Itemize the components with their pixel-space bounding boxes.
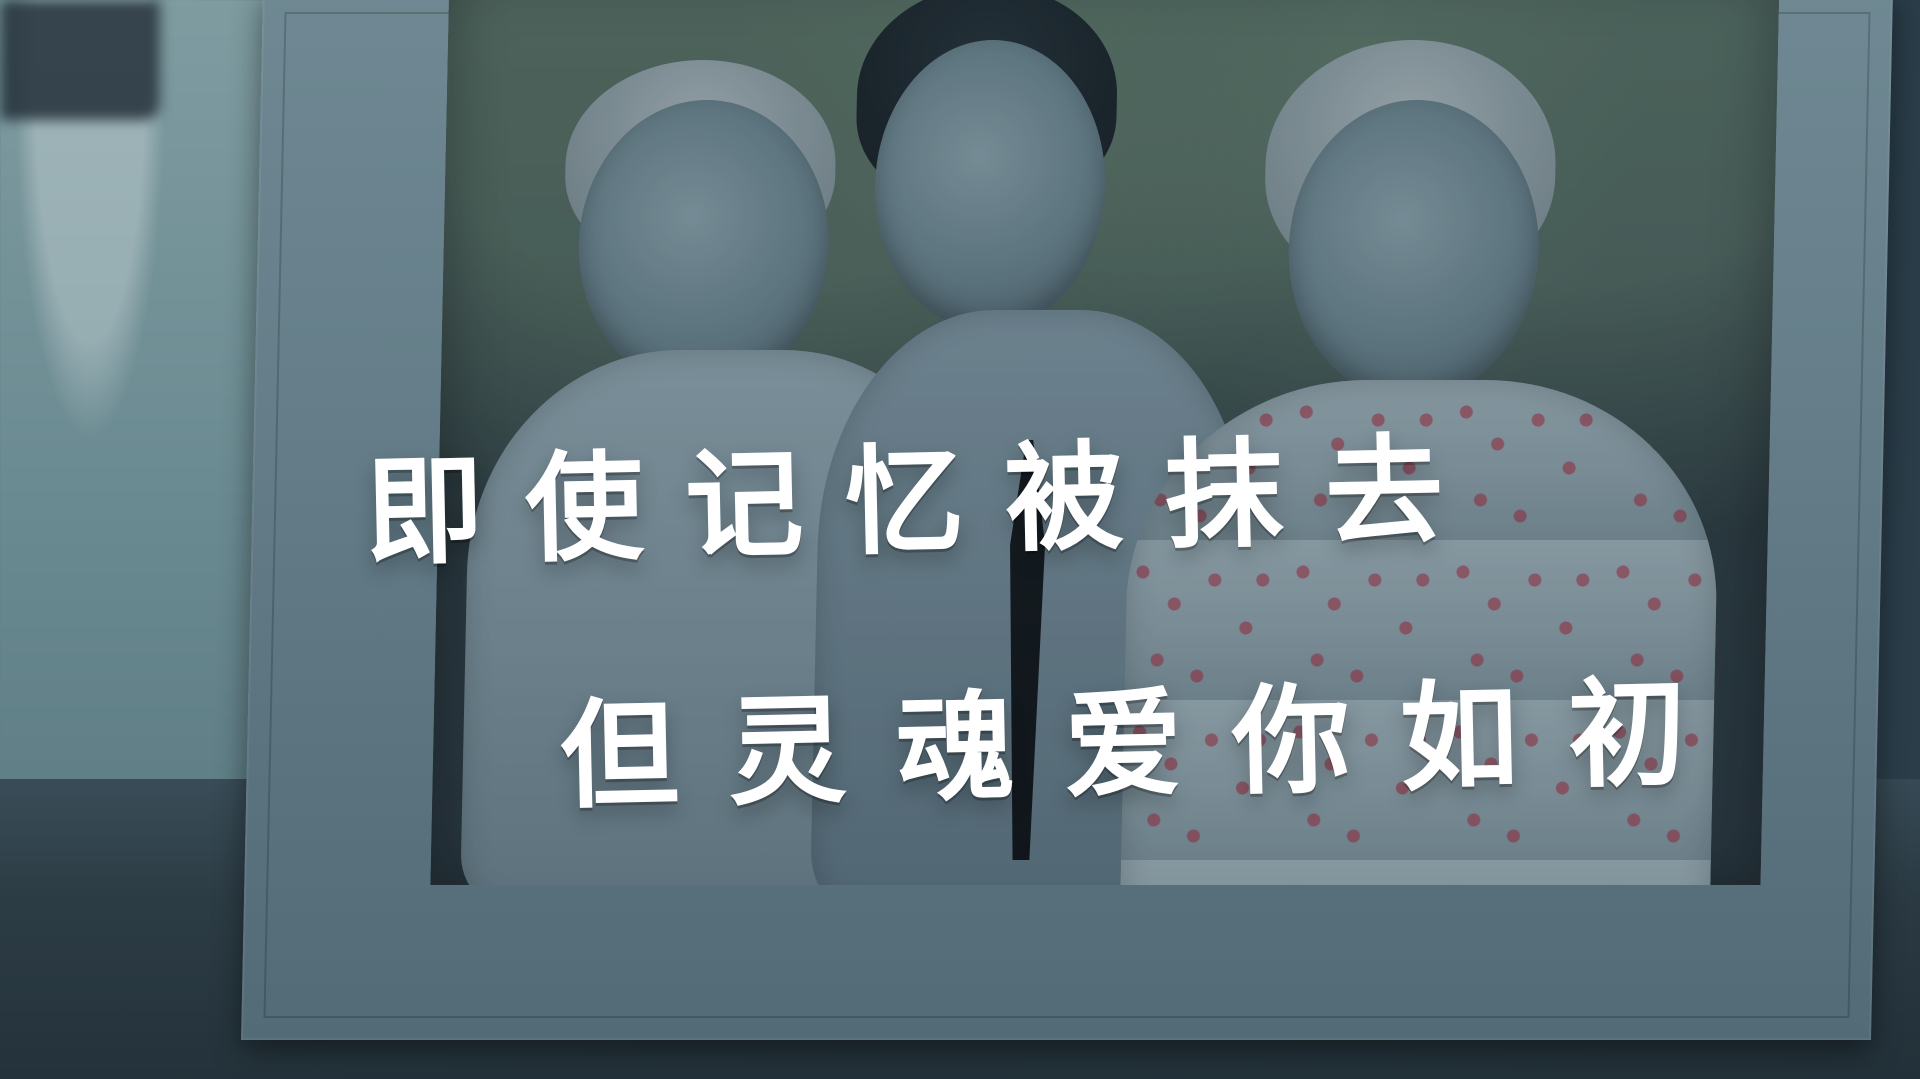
framed-photo — [430, 0, 1780, 885]
blurred-dark-object — [0, 0, 160, 120]
right-woman-floral-blouse — [1119, 380, 1721, 885]
